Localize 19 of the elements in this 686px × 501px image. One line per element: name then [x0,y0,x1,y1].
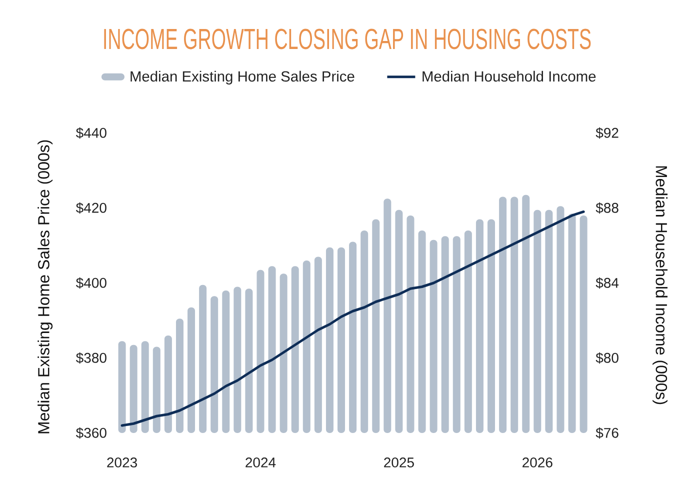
y-tick-label: $400 [76,277,106,289]
legend-label: Median Existing Home Sales Price [130,70,354,85]
chart-title: INCOME GROWTH CLOSING GAP IN HOUSING COSTS [104,28,591,50]
y-tick-label: $420 [76,202,106,214]
y2-tick-label: $80 [596,352,618,364]
y2-tick-label: $76 [596,427,618,439]
x-tick-label: 2025 [384,458,414,468]
y2-tick-label: $88 [596,202,618,214]
x-tick-label: 2023 [107,458,137,468]
y-axis-title: Median Existing Home Sales Price (000s) [38,140,53,434]
y-tick-label: $360 [76,427,106,439]
x-tick-label: 2024 [246,458,276,468]
y2-tick-label: $92 [596,127,618,139]
legend-label: Median Household Income [422,70,596,82]
x-tick-label: 2026 [522,458,552,468]
y2-tick-label: $84 [596,277,619,289]
y-tick-label: $380 [76,352,106,364]
y-tick-label: $440 [76,127,106,139]
y2-axis-title: Median Household Income (000s) [652,166,668,404]
